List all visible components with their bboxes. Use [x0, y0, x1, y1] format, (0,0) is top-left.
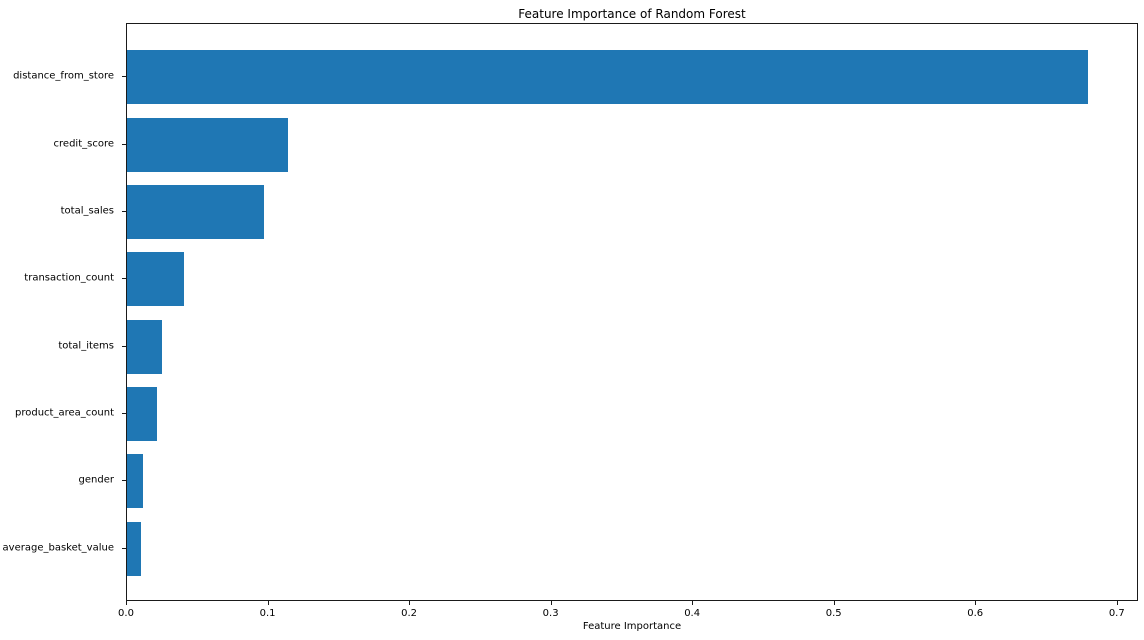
x-tick-mark — [975, 601, 977, 605]
x-tick-mark — [692, 601, 694, 605]
x-tick-label-0.6: 0.6 — [967, 608, 984, 619]
x-tick-label-0.4: 0.4 — [684, 608, 701, 619]
y-tick-label-transaction_count: transaction_count — [24, 272, 114, 284]
y-tick-label-product_area_count: product_area_count — [15, 407, 114, 419]
x-tick-label-0.5: 0.5 — [825, 608, 842, 619]
y-tick-mark — [122, 278, 126, 280]
bar-average_basket_value — [127, 521, 142, 576]
y-tick-mark — [122, 413, 126, 415]
y-tick-mark — [122, 547, 126, 549]
y-tick-label-total_items: total_items — [58, 340, 114, 352]
y-tick-mark — [122, 76, 126, 78]
x-tick-mark — [833, 601, 835, 605]
bar-distance_from_store — [127, 50, 1088, 105]
y-tick-mark — [122, 480, 126, 482]
x-tick-mark — [1116, 601, 1118, 605]
y-tick-label-total_sales: total_sales — [60, 205, 114, 217]
x-tick-mark — [409, 601, 411, 605]
chart-title: Feature Importance of Random Forest — [518, 7, 746, 21]
bar-total_sales — [127, 184, 265, 239]
y-tick-label-average_basket_value: average_basket_value — [2, 542, 114, 554]
x-tick-mark — [267, 601, 269, 605]
x-tick-mark — [126, 601, 127, 605]
x-tick-label-0.2: 0.2 — [401, 608, 418, 619]
y-tick-mark — [122, 210, 126, 212]
bar-transaction_count — [127, 252, 184, 307]
x-tick-label-0.0: 0.0 — [118, 608, 134, 619]
plot-area — [126, 23, 1138, 601]
bar-total_items — [127, 319, 163, 374]
x-tick-label-0.7: 0.7 — [1108, 608, 1125, 619]
y-tick-mark — [122, 143, 126, 145]
y-tick-label-gender: gender — [78, 474, 114, 486]
y-tick-label-distance_from_store: distance_from_store — [13, 70, 114, 82]
y-tick-mark — [122, 345, 126, 347]
x-axis-label: Feature Importance — [582, 621, 682, 632]
bar-gender — [127, 454, 143, 509]
y-tick-label-credit_score: credit_score — [53, 138, 114, 150]
bar-product_area_count — [127, 387, 157, 441]
x-tick-label-0.1: 0.1 — [259, 608, 276, 619]
x-tick-label-0.3: 0.3 — [542, 608, 559, 619]
bar-credit_score — [127, 117, 289, 172]
x-tick-mark — [550, 601, 552, 605]
